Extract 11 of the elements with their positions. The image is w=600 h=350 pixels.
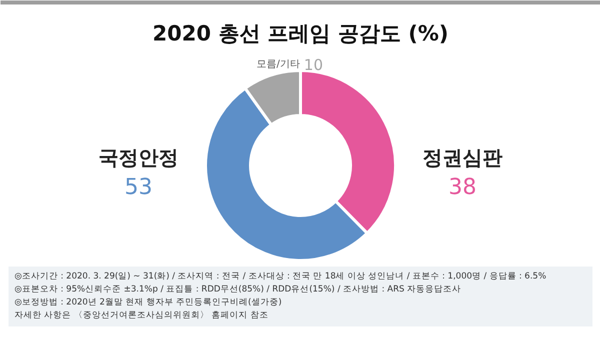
text: ◎표본오차 : 95%신뢰수준 ±3.1%p / 표집틀 : RDD무선(85%) / RDD유선(15%) / 조사방법 : ARS 자동응답조사 [14, 284, 462, 294]
chart-title: 2020 총선 프레임 공감도 (%) [152, 22, 448, 46]
data-label: 10 [304, 56, 323, 74]
slice-label: 모름/기타 [256, 58, 300, 70]
data-label: 53 [124, 175, 153, 200]
text: 자세한 사항은 〈중앙선거여론조사심의위원회〉 홈페이지 참조 [14, 310, 268, 320]
slice-label: 정권심판 [422, 146, 502, 170]
text: ◎조사기간 : 2020. 3. 29(일) ~ 31(화) / 조사지역 : 전국 / 조사대상 : 전국 만 18세 이상 성인남녀 / 표본수 : 1,000명 / 응답률 : 6.5% [14, 272, 546, 282]
text: ◎보정방법 : 2020년 2월말 현재 행자부 주민등록인구비례(셀가중) [14, 298, 282, 308]
slice-label: 국정안정 [98, 146, 178, 170]
data-label: 38 [448, 175, 477, 200]
